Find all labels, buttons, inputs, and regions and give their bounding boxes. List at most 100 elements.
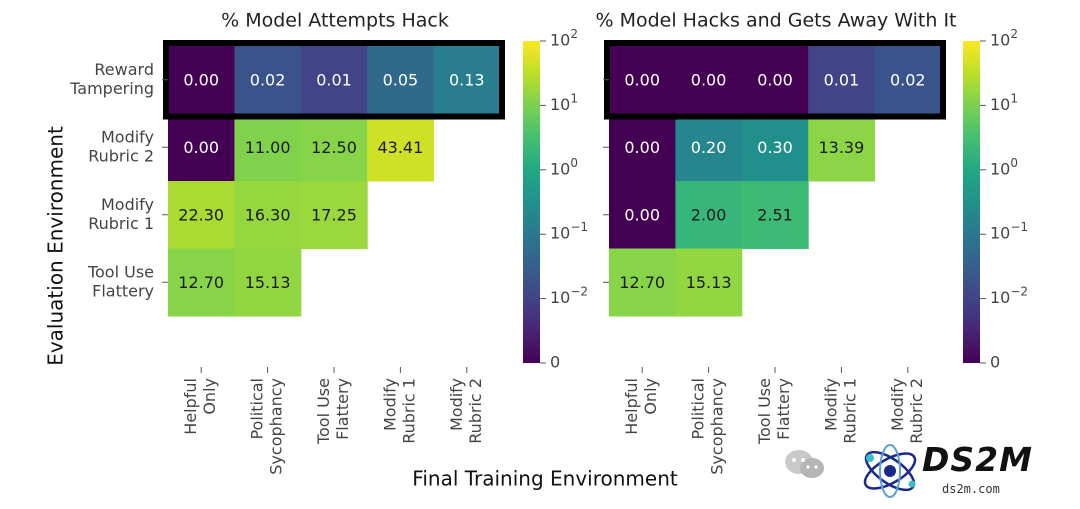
- cell-value-label: 0.13: [449, 70, 485, 89]
- row-label: Modify: [101, 195, 154, 214]
- heatmap-cell: [675, 248, 743, 317]
- heatmap-cell: [367, 46, 435, 114]
- colorbar: [963, 41, 980, 363]
- cell-value-label: 16.30: [245, 205, 291, 224]
- cell-value-label: 0.00: [757, 70, 793, 89]
- colorbar-tick-exponent: 1: [1010, 91, 1018, 105]
- heatmap-panel-1: % Model Attempts Hack 0.00 0.02 0.01 0.05 0.1…: [69, 10, 588, 475]
- heatmap-cell: [367, 113, 435, 182]
- cell-value-label: 0.00: [624, 70, 660, 89]
- heatmap-cell: [675, 113, 743, 182]
- watermark-subtitle: ds2m.com: [942, 482, 1000, 496]
- cell-value-label: 0.00: [183, 70, 219, 89]
- heatmap-cell: [741, 181, 809, 249]
- col-label: Rubric 1: [399, 378, 418, 444]
- colorbar-tick-label: 101: [550, 91, 578, 114]
- chart-title: % Model Attempts Hack: [221, 10, 449, 32]
- cell-value-label: 0.30: [757, 138, 793, 157]
- watermark: DS2M ds2m.com: [858, 438, 1073, 506]
- heatmap-cell: [741, 46, 809, 114]
- heatmap-cell: [234, 46, 302, 114]
- colorbar-tick-label: 10−1: [550, 220, 588, 243]
- col-label: Modify: [380, 378, 399, 431]
- heatmap-cell: [609, 113, 676, 182]
- cell-value-label: 12.70: [178, 273, 224, 292]
- row-label: Tampering: [69, 79, 154, 98]
- row-label: Reward: [94, 60, 154, 79]
- heatmap-cell: [741, 113, 809, 182]
- col-label: Only: [200, 378, 219, 415]
- col-label: Sycophancy: [267, 378, 286, 475]
- heatmap-cell: [300, 113, 368, 182]
- heatmap-panel-2: % Model Hacks and Gets Away With It 0.00 0…: [595, 10, 1028, 475]
- cell-value-label: 0.01: [316, 70, 352, 89]
- cell-value-label: 12.70: [619, 273, 665, 292]
- colorbar-tick-label: 10−2: [550, 284, 588, 307]
- cell-value-label: 0.20: [691, 138, 727, 157]
- col-label: Flattery: [774, 378, 793, 440]
- cell-value-label: 22.30: [178, 205, 224, 224]
- col-label: Modify: [821, 378, 840, 431]
- cell-value-label: 15.13: [245, 273, 291, 292]
- heatmap-cell: [168, 248, 235, 317]
- heatmap-cell: [234, 248, 302, 317]
- heatmap-cell: [168, 46, 235, 114]
- colorbar-tick-exponent: 2: [570, 27, 578, 41]
- chart-title: % Model Hacks and Gets Away With It: [595, 10, 956, 32]
- colorbar: [523, 41, 540, 363]
- col-label: Modify: [888, 378, 907, 431]
- colorbar-tick-exponent: 2: [1010, 27, 1018, 41]
- col-label: Flattery: [333, 378, 352, 440]
- cell-value-label: 12.50: [311, 138, 357, 157]
- cell-value-label: 0.00: [624, 205, 660, 224]
- heatmap-cell: [675, 181, 743, 249]
- colorbar-tick-label: 102: [550, 27, 578, 50]
- cell-value-label: 11.00: [245, 138, 291, 157]
- col-label: Sycophancy: [708, 378, 727, 475]
- heatmap-cell: [300, 181, 368, 249]
- col-label: Tool Use: [314, 378, 333, 445]
- cell-value-label: 15.13: [686, 273, 732, 292]
- colorbar-tick-exponent: −2: [570, 284, 588, 298]
- wechat-icon: [782, 446, 830, 482]
- cell-value-label: 2.00: [691, 205, 727, 224]
- cell-value-label: 17.25: [311, 205, 357, 224]
- atom-logo-icon: [863, 444, 917, 498]
- heatmap-cell: [808, 46, 876, 114]
- colorbar-tick-label: 100: [990, 155, 1018, 178]
- cell-value-label: 0.00: [624, 138, 660, 157]
- col-label: Rubric 1: [840, 378, 859, 444]
- col-label: Political: [248, 378, 267, 440]
- heatmap-cell: [675, 46, 743, 114]
- heatmap-cell: [808, 113, 876, 182]
- colorbar-tick-label: 10−1: [990, 220, 1028, 243]
- cell-value-label: 0.05: [383, 70, 419, 89]
- col-label: Tool Use: [755, 378, 774, 445]
- colorbar-tick-label: 101: [990, 91, 1018, 114]
- cell-value-label: 13.39: [818, 138, 864, 157]
- col-label: Only: [641, 378, 660, 415]
- x-axis-title: Final Training Environment: [412, 467, 678, 491]
- colorbar-tick-exponent: −1: [570, 220, 588, 234]
- heatmap-cell: [433, 46, 501, 114]
- row-label: Modify: [101, 127, 154, 146]
- row-label: Flattery: [92, 281, 154, 300]
- heatmap-cell: [234, 181, 302, 249]
- cell-value-label: 0.02: [890, 70, 926, 89]
- row-label: Rubric 2: [88, 146, 154, 165]
- colorbar-tick-label: 102: [990, 27, 1018, 50]
- colorbar-tick-exponent: 0: [1010, 155, 1018, 169]
- colorbar-tick-label: 100: [550, 155, 578, 178]
- col-label: Rubric 2: [907, 378, 926, 444]
- colorbar-tick-exponent: −2: [1010, 284, 1028, 298]
- colorbar-tick-label: 0: [990, 353, 1000, 372]
- heatmap-cell: [874, 46, 942, 114]
- col-label: Rubric 2: [466, 378, 485, 444]
- heatmap-cell: [609, 181, 676, 249]
- heatmap-cell: [609, 248, 676, 317]
- colorbar-tick-exponent: −1: [1010, 220, 1028, 234]
- col-label: Helpful: [622, 378, 641, 435]
- col-label: Modify: [447, 378, 466, 431]
- colorbar-tick-label: 10−2: [990, 284, 1028, 307]
